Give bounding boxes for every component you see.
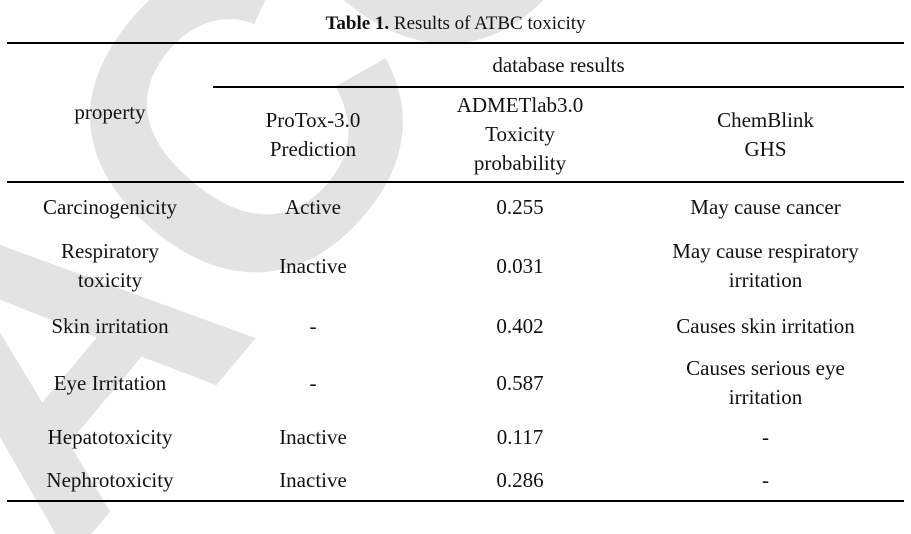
- table-row: Respiratory toxicity Inactive 0.031 May …: [7, 232, 904, 300]
- cell-chemblink-ghs: May cause respiratory irritation: [672, 239, 859, 292]
- table-row: Carcinogenicity Active 0.255 May cause c…: [7, 182, 904, 232]
- cell-chemblink-ghs: Causes skin irritation: [676, 313, 855, 338]
- cell-chemblink-ghs: -: [627, 460, 904, 502]
- caption-text: Results of ATBC toxicity: [393, 13, 586, 34]
- results-table: property database results ProTox-3.0 Pre…: [7, 42, 904, 502]
- cell-protox-prediction: Active: [285, 195, 341, 219]
- cell-property: Respiratory toxicity: [61, 239, 159, 292]
- column-header-row: ProTox-3.0 Prediction ADMETlab3.0 Toxici…: [7, 87, 904, 183]
- cell-admet-probability: 0.587: [496, 370, 544, 395]
- cell-protox-prediction: Inactive: [213, 460, 413, 502]
- cell-chemblink-ghs: -: [762, 424, 769, 449]
- caption-label: Table 1.: [325, 13, 390, 34]
- header-protox: ProTox-3.0 Prediction: [213, 87, 413, 183]
- cell-property: Nephrotoxicity: [7, 460, 213, 502]
- header-chemblink: ChemBlink GHS: [627, 87, 904, 183]
- table-row: Eye Irritation - 0.587 Causes serious ey…: [7, 352, 904, 414]
- cell-property: Skin irritation: [51, 313, 169, 338]
- cell-protox-prediction: -: [309, 370, 317, 395]
- header-database-results: database results: [213, 42, 904, 88]
- cell-property: Hepatotoxicity: [47, 424, 173, 449]
- cell-admet-probability: 0.117: [496, 424, 544, 449]
- header-admet: ADMETlab3.0 Toxicity probability: [413, 87, 627, 183]
- table-row: Hepatotoxicity Inactive 0.117 -: [7, 414, 904, 460]
- group-header-row: property database results: [7, 42, 904, 183]
- cell-protox-prediction: Inactive: [279, 253, 347, 278]
- cell-admet-probability: 0.031: [496, 253, 544, 278]
- table-caption: Table 1. Results of ATBC toxicity: [0, 13, 911, 35]
- cell-admet-probability: 0.402: [496, 313, 544, 338]
- cell-protox-prediction: Inactive: [279, 424, 347, 449]
- cell-admet-probability: 0.286: [413, 460, 627, 502]
- cell-chemblink-ghs: May cause cancer: [690, 195, 841, 219]
- cell-property: Carcinogenicity: [42, 195, 178, 219]
- cell-protox-prediction: -: [309, 313, 317, 338]
- table-row: Nephrotoxicity Inactive 0.286 -: [7, 460, 904, 502]
- cell-admet-probability: 0.255: [496, 195, 544, 219]
- cell-chemblink-ghs: Causes serious eye irritation: [686, 356, 845, 409]
- table-row: Skin irritation - 0.402 Causes skin irri…: [7, 300, 904, 352]
- header-property: property: [7, 42, 213, 183]
- cell-property: Eye Irritation: [53, 370, 167, 395]
